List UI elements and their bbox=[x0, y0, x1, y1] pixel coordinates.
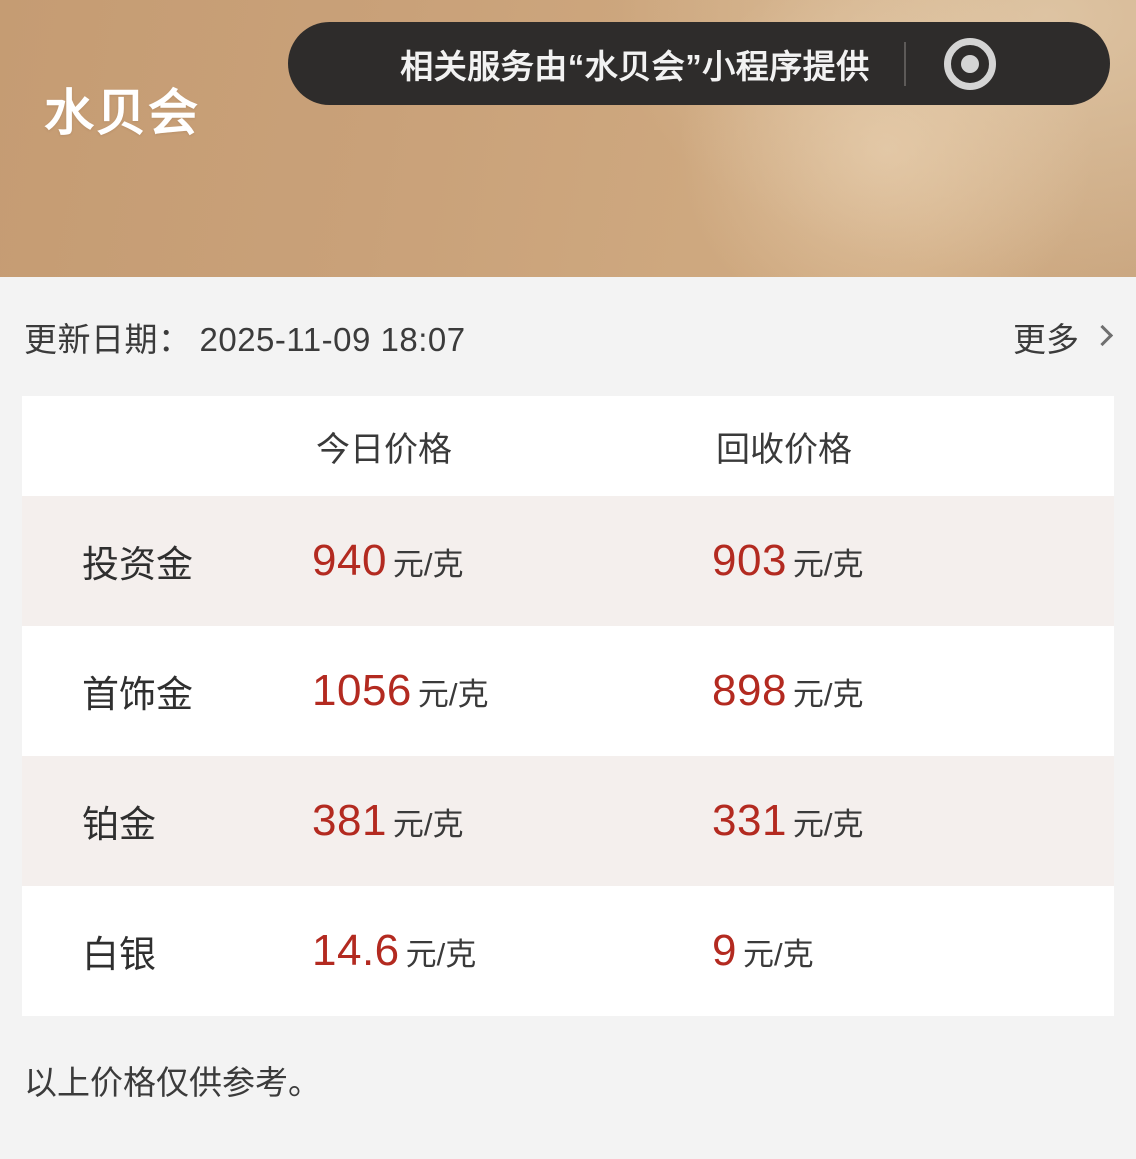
recycle-price-cell: 898 元/克 bbox=[712, 666, 1112, 716]
today-price-unit: 元/克 bbox=[392, 807, 464, 842]
table-row[interactable]: 首饰金 1056 元/克 898 元/克 bbox=[22, 626, 1114, 756]
update-row: 更新日期： 2025-11-09 18:07 更多 bbox=[0, 277, 1136, 396]
capsule-label: 相关服务由“水贝会”小程序提供 bbox=[400, 47, 870, 85]
today-price-amount: 14.6 bbox=[312, 926, 400, 975]
app-header: 相关服务由“水贝会”小程序提供 水贝会 bbox=[0, 0, 1136, 277]
today-price-unit: 元/克 bbox=[405, 937, 477, 972]
update-date-group: 更新日期： 2025-11-09 18:07 bbox=[24, 313, 466, 361]
recycle-price-unit: 元/克 bbox=[742, 937, 814, 972]
today-price-cell: 14.6 元/克 bbox=[312, 926, 712, 976]
chevron-right-icon bbox=[1091, 324, 1114, 347]
target-record-icon[interactable] bbox=[942, 36, 998, 92]
metal-name: 投资金 bbox=[82, 544, 193, 585]
target-dot bbox=[960, 54, 979, 73]
update-date-label: 更新日期： bbox=[24, 320, 192, 358]
recycle-price-cell: 9 元/克 bbox=[712, 926, 1112, 976]
price-table: 今日价格 回收价格 投资金 940 元/克 903 元/克 首饰金 1056 元/克 … bbox=[22, 396, 1114, 1016]
header-cell-today: 今日价格 bbox=[316, 430, 452, 469]
target-ring bbox=[943, 37, 996, 90]
more-label: 更多 bbox=[1013, 320, 1079, 358]
table-row[interactable]: 白银 14.6 元/克 9 元/克 bbox=[22, 886, 1114, 1016]
capsule-divider bbox=[903, 41, 906, 86]
today-price-cell: 381 元/克 bbox=[312, 796, 712, 846]
recycle-price-unit: 元/克 bbox=[792, 677, 864, 712]
more-link[interactable]: 更多 bbox=[1013, 313, 1114, 361]
header-cell-recycle: 回收价格 bbox=[716, 430, 852, 469]
today-price-amount: 940 bbox=[312, 536, 387, 585]
disclaimer-note: 以上价格仅供参考。 bbox=[0, 1016, 1136, 1135]
recycle-price-unit: 元/克 bbox=[792, 807, 864, 842]
metal-name: 铂金 bbox=[82, 804, 156, 845]
metal-name: 首饰金 bbox=[82, 674, 193, 715]
today-price-cell: 940 元/克 bbox=[312, 536, 712, 586]
today-price-unit: 元/克 bbox=[417, 677, 489, 712]
brand-title: 水贝会 bbox=[44, 85, 200, 141]
metal-name: 白银 bbox=[82, 934, 156, 975]
mini-program-capsule[interactable]: 相关服务由“水贝会”小程序提供 bbox=[288, 22, 1110, 105]
update-date-value: 2025-11-09 18:07 bbox=[199, 320, 466, 358]
recycle-price-cell: 331 元/克 bbox=[712, 796, 1112, 846]
table-row[interactable]: 铂金 381 元/克 331 元/克 bbox=[22, 756, 1114, 886]
recycle-price-cell: 903 元/克 bbox=[712, 536, 1112, 586]
today-price-amount: 381 bbox=[312, 796, 387, 845]
today-price-amount: 1056 bbox=[312, 666, 412, 715]
recycle-price-amount: 903 bbox=[712, 536, 787, 585]
table-header-row: 今日价格 回收价格 bbox=[22, 396, 1114, 496]
recycle-price-amount: 898 bbox=[712, 666, 787, 715]
recycle-price-amount: 331 bbox=[712, 796, 787, 845]
today-price-unit: 元/克 bbox=[392, 547, 464, 582]
table-row[interactable]: 投资金 940 元/克 903 元/克 bbox=[22, 496, 1114, 626]
recycle-price-unit: 元/克 bbox=[792, 547, 864, 582]
today-price-cell: 1056 元/克 bbox=[312, 666, 712, 716]
recycle-price-amount: 9 bbox=[712, 926, 737, 975]
